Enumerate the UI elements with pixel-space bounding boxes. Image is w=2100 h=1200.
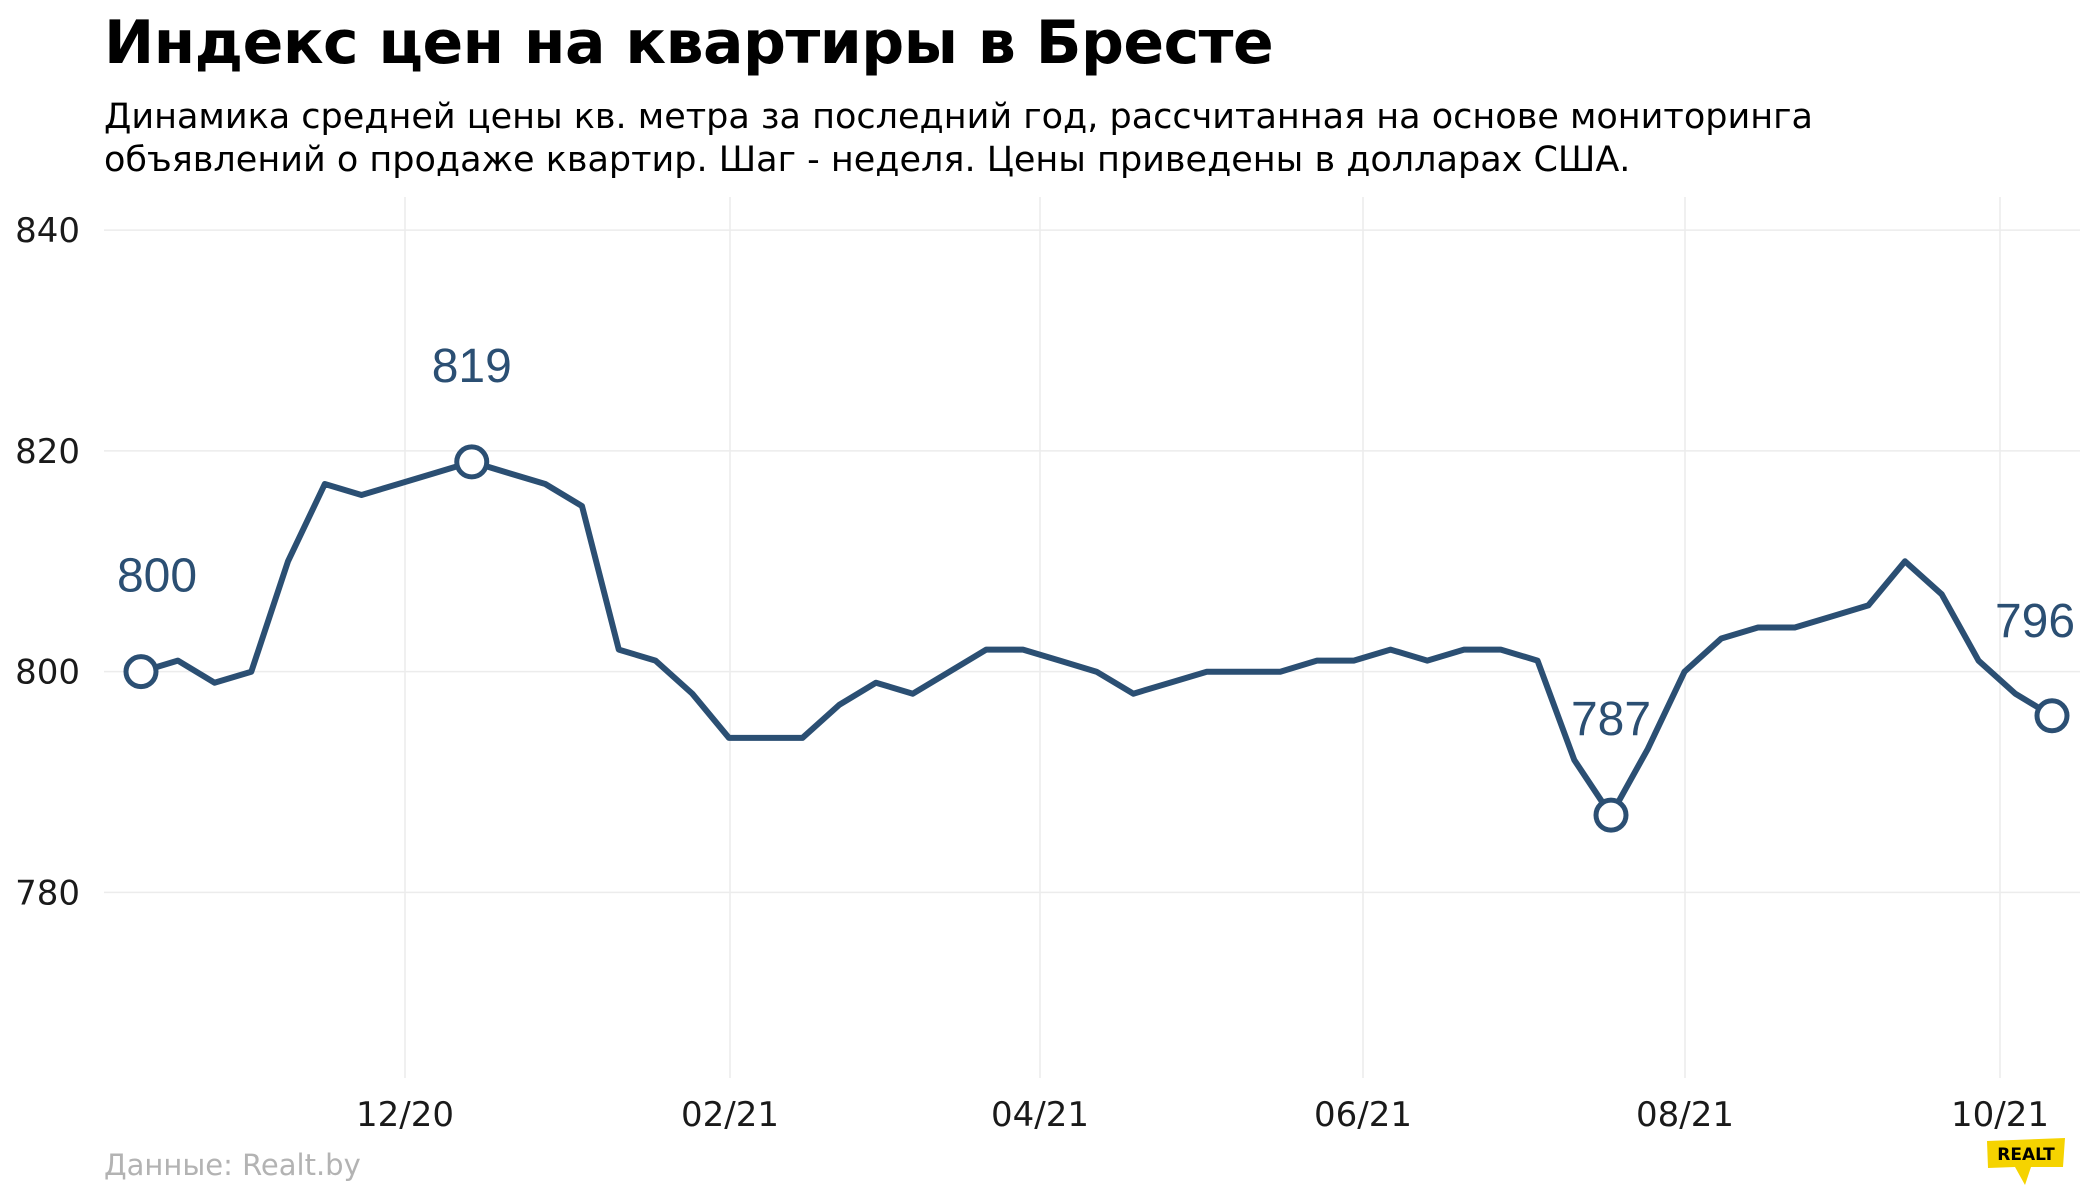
series-line (138, 458, 2055, 819)
x-tick-label: 04/21 (991, 1095, 1089, 1135)
y-tick-label: 820 (15, 432, 80, 472)
y-axis: 780 800 820 840 (15, 211, 80, 913)
highlight-marker (454, 444, 490, 480)
data-label: 800 (117, 550, 197, 603)
highlight-marker (2034, 698, 2070, 734)
highlight-marker (123, 654, 159, 690)
y-tick-label: 780 (15, 873, 80, 913)
source-note: Данные: Realt.by (104, 1148, 361, 1182)
highlight-marker (1593, 797, 1629, 833)
logo-text: REALT (1997, 1145, 2055, 1165)
markers-layer: 800 819 787 796 (117, 340, 2075, 833)
subtitle-line-1: Динамика средней цены кв. метра за после… (104, 97, 1813, 137)
data-label: 787 (1571, 693, 1651, 746)
x-tick-label: 10/21 (1951, 1095, 2049, 1135)
x-axis: 12/20 02/21 04/21 06/21 08/21 10/21 (356, 1095, 2049, 1135)
subtitle-line-2: объявлений о продаже квартир. Шаг - неде… (104, 140, 1631, 180)
realt-logo: REALT (1987, 1138, 2065, 1185)
data-label: 796 (1995, 595, 2075, 648)
y-tick-label: 840 (15, 211, 80, 251)
grid (104, 197, 2080, 1078)
x-tick-label: 02/21 (681, 1095, 779, 1135)
x-tick-label: 06/21 (1314, 1095, 1412, 1135)
chart-subtitle: Динамика средней цены кв. метра за после… (104, 96, 2004, 182)
data-label: 819 (432, 340, 512, 393)
series-layer (138, 458, 2055, 819)
y-tick-label: 800 (15, 653, 80, 693)
x-tick-label: 08/21 (1636, 1095, 1734, 1135)
logo-badge (1987, 1138, 2065, 1185)
x-tick-label: 12/20 (356, 1095, 454, 1135)
chart-title: Индекс цен на квартиры в Бресте (104, 8, 1274, 78)
